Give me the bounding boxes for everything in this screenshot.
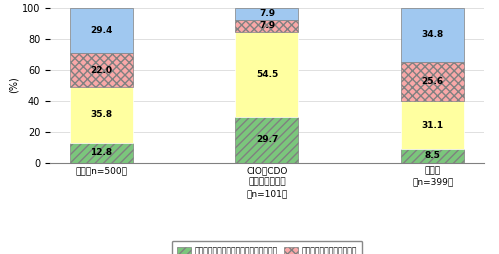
Y-axis label: (%): (%) bbox=[9, 77, 19, 93]
Bar bbox=[236, 117, 298, 163]
Text: 25.6: 25.6 bbox=[422, 77, 444, 86]
Text: 31.1: 31.1 bbox=[422, 121, 444, 130]
Text: 7.9: 7.9 bbox=[259, 9, 275, 18]
Text: 22.0: 22.0 bbox=[90, 66, 112, 75]
Text: 12.8: 12.8 bbox=[90, 148, 112, 157]
Text: 29.4: 29.4 bbox=[90, 26, 112, 35]
Bar bbox=[70, 8, 133, 53]
Text: 35.8: 35.8 bbox=[90, 110, 112, 119]
Bar bbox=[401, 149, 464, 163]
Bar bbox=[70, 143, 133, 163]
Text: 8.5: 8.5 bbox=[425, 151, 441, 161]
Text: 54.5: 54.5 bbox=[256, 70, 278, 79]
Bar bbox=[236, 32, 298, 117]
Text: 7.9: 7.9 bbox=[259, 22, 275, 30]
Bar bbox=[236, 8, 298, 20]
Bar bbox=[236, 20, 298, 32]
Bar bbox=[70, 53, 133, 87]
Bar bbox=[401, 61, 464, 101]
Bar bbox=[70, 87, 133, 143]
Text: 34.8: 34.8 bbox=[422, 30, 444, 39]
Bar bbox=[401, 101, 464, 149]
Bar bbox=[401, 8, 464, 61]
Text: 29.7: 29.7 bbox=[256, 135, 278, 144]
Legend: ほとんどの従業員の間で理解されている, 一部の従業員の間で理解されている, ほとんど理解されていない, 分からない: ほとんどの従業員の間で理解されている, 一部の従業員の間で理解されている, ほと… bbox=[172, 241, 362, 254]
